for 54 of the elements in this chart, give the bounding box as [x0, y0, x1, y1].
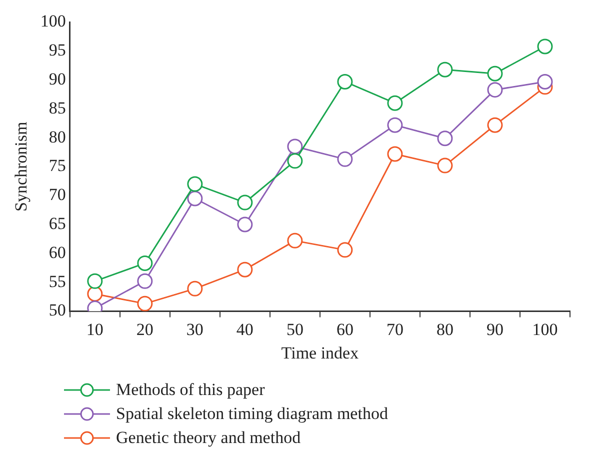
x-tick-label: 30 [186, 320, 204, 339]
x-tick-label: 100 [532, 320, 558, 339]
point [237, 262, 253, 278]
x-tick-label: 50 [286, 320, 304, 339]
y-tick-label: 50 [48, 300, 66, 320]
point [237, 194, 253, 210]
point [437, 130, 453, 146]
y-tick-label: 55 [48, 272, 66, 291]
point [437, 62, 453, 78]
point [387, 146, 403, 162]
y-tick-label: 85 [48, 98, 66, 118]
point [287, 153, 303, 169]
legend-label: Methods of this paper [116, 380, 265, 400]
y-tick-label: 80 [48, 127, 66, 146]
point [287, 138, 303, 154]
point [337, 242, 353, 258]
legend-label: Genetic theory and method [116, 428, 301, 448]
point [87, 286, 103, 302]
y-tick-label: 95 [48, 40, 66, 60]
point [487, 82, 503, 98]
point [187, 190, 203, 206]
x-tick-label: 80 [436, 320, 454, 339]
x-tick-label: 70 [386, 320, 404, 339]
point [487, 117, 503, 133]
point [537, 74, 553, 90]
point [137, 273, 153, 289]
point [187, 176, 203, 192]
y-tick-label: 65 [48, 214, 66, 233]
x-tick-label: 40 [236, 320, 254, 339]
point [237, 216, 253, 232]
x-tick-label: 90 [486, 320, 504, 339]
point [87, 273, 103, 289]
point [537, 38, 553, 54]
y-tick-label: 60 [48, 242, 66, 262]
x-tick-label: 60 [336, 320, 354, 339]
y-tick-label: 75 [48, 156, 66, 176]
point [437, 158, 453, 174]
point [387, 95, 403, 111]
y-tick-label: 100 [40, 12, 66, 31]
point [287, 232, 303, 248]
y-axis-title: Synchronism [12, 122, 31, 212]
x-axis-title: Time index [281, 343, 360, 362]
x-tick-label: 20 [136, 320, 154, 339]
point [337, 74, 353, 90]
legend-label: Spatial skeleton timing diagram method [116, 404, 388, 424]
point [387, 117, 403, 133]
y-tick-label: 70 [48, 185, 66, 204]
point [137, 255, 153, 271]
x-tick-label: 10 [86, 320, 104, 339]
point [337, 151, 353, 167]
y-tick-label: 90 [48, 69, 66, 88]
point [137, 296, 153, 312]
point [487, 66, 503, 82]
point [187, 280, 203, 296]
